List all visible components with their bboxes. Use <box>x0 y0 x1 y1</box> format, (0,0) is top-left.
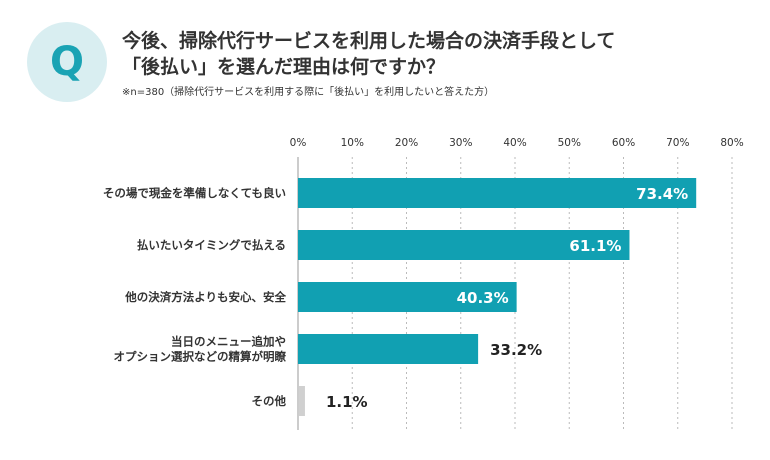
category-label: その場で現金を準備しなくても良い <box>103 186 286 200</box>
question-title-line-2: 「後払い」を選んだ理由は何ですか？ <box>122 56 446 78</box>
bar <box>298 334 479 364</box>
value-label: 73.4% <box>636 185 688 203</box>
bar <box>298 178 697 208</box>
x-tick-label: 40% <box>503 137 526 149</box>
category-label: 払いたいタイミングで払える <box>137 238 286 252</box>
category-label: 当日のメニュー追加や <box>171 335 286 349</box>
value-label: 1.1% <box>326 393 368 411</box>
question-title: 今後、掃除代行サービスを利用した場合の決済手段として 「後払い」を選んだ理由は何… <box>122 28 722 80</box>
value-label: 33.2% <box>490 341 542 359</box>
category-label: その他 <box>252 394 287 408</box>
x-tick-label: 80% <box>720 137 743 149</box>
bar <box>298 282 517 312</box>
category-label: 他の決済方法よりも安心、安全 <box>124 290 286 304</box>
bar <box>298 230 630 260</box>
value-label: 61.1% <box>569 237 621 255</box>
x-tick-label: 70% <box>666 137 689 149</box>
x-tick-label: 60% <box>612 137 635 149</box>
sample-note: ※n=380（掃除代行サービスを利用する際に「後払い」を利用したいと答えた方） <box>122 87 495 98</box>
question-title-line-1: 今後、掃除代行サービスを利用した場合の決済手段として <box>122 30 616 52</box>
x-tick-label: 0% <box>290 137 307 149</box>
x-tick-label: 30% <box>449 137 472 149</box>
q-badge: Q <box>27 22 107 102</box>
x-tick-label: 50% <box>558 137 581 149</box>
x-tick-label: 20% <box>395 137 418 149</box>
bar <box>299 386 305 416</box>
category-label: オプション選択などの精算が明瞭 <box>114 350 287 364</box>
x-tick-label: 10% <box>341 137 364 149</box>
value-label: 40.3% <box>457 289 509 307</box>
